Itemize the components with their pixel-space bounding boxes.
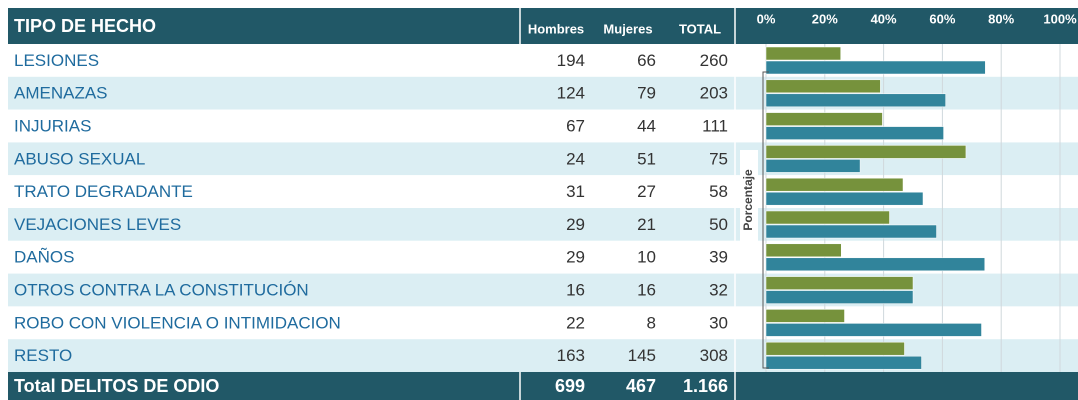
- row-cell: 58: [709, 182, 728, 201]
- row-cell: 51: [637, 149, 656, 168]
- bar: [765, 191, 924, 206]
- row-cell: 8: [647, 313, 656, 332]
- bar: [765, 79, 881, 94]
- row-cell: 260: [700, 51, 728, 70]
- bar: [765, 60, 986, 75]
- row-cell: 39: [709, 248, 728, 267]
- bar: [765, 243, 842, 258]
- axis-bracket: [762, 71, 769, 369]
- bar: [765, 257, 985, 272]
- row-cell: 16: [637, 280, 656, 299]
- total-cell: 467: [626, 376, 656, 396]
- row-label: LESIONES: [14, 51, 99, 70]
- bar: [765, 276, 914, 290]
- axis-label-bg: [740, 150, 758, 250]
- header-cell: TIPO DE HECHO: [14, 16, 156, 36]
- bar: [765, 126, 944, 140]
- row-label: OTROS CONTRA LA CONSTITUCIÓN: [14, 280, 309, 299]
- bar: [765, 290, 914, 304]
- row-label: VEJACIONES LEVES: [14, 215, 181, 234]
- bar: [765, 224, 937, 239]
- row-cell: 21: [637, 215, 656, 234]
- total-cell: 1.166: [683, 376, 728, 396]
- x-tick-label: 40%: [871, 11, 897, 26]
- bar: [765, 46, 841, 61]
- row-cell: 308: [700, 346, 728, 365]
- row-cell: 163: [557, 346, 585, 365]
- row-label: RESTO: [14, 346, 72, 365]
- row-cell: 50: [709, 215, 728, 234]
- header-cell: TOTAL: [679, 21, 721, 36]
- row-cell: 10: [637, 248, 656, 267]
- bar: [765, 210, 890, 225]
- row-cell: 16: [566, 280, 585, 299]
- row-cell: 29: [566, 248, 585, 267]
- bar: [765, 323, 982, 337]
- bar: [765, 355, 922, 370]
- row-label: TRATO DEGRADANTE: [14, 182, 193, 201]
- bar: [765, 159, 861, 173]
- bar: [765, 309, 845, 323]
- header-bg: [8, 8, 1078, 44]
- bar: [765, 145, 967, 159]
- bar: [765, 112, 883, 126]
- row-cell: 27: [637, 182, 656, 201]
- row-cell: 75: [709, 149, 728, 168]
- total-label: Total DELITOS DE ODIO: [14, 376, 219, 396]
- x-tick-label: 0%: [757, 11, 776, 26]
- row-cell: 194: [557, 51, 585, 70]
- row-cell: 32: [709, 280, 728, 299]
- row-cell: 31: [566, 182, 585, 201]
- row-cell: 24: [566, 149, 585, 168]
- row-label: ABUSO SEXUAL: [14, 149, 145, 168]
- total-bg: [8, 372, 1078, 400]
- x-tick-label: 20%: [812, 11, 838, 26]
- header-cell: Hombres: [528, 21, 584, 36]
- total-cell: 699: [555, 376, 585, 396]
- row-label: INJURIAS: [14, 116, 91, 135]
- row-cell: 124: [557, 84, 585, 103]
- row-cell: 44: [637, 116, 656, 135]
- bar: [765, 177, 904, 192]
- row-cell: 145: [628, 346, 656, 365]
- row-cell: 30: [709, 313, 728, 332]
- x-tick-label: 100%: [1043, 11, 1077, 26]
- row-cell: 79: [637, 84, 656, 103]
- row-cell: 203: [700, 84, 728, 103]
- row-cell: 67: [566, 116, 585, 135]
- row-label: AMENAZAS: [14, 84, 108, 103]
- header-cell: Mujeres: [603, 21, 652, 36]
- bar: [765, 93, 946, 108]
- row-cell: 29: [566, 215, 585, 234]
- row-cell: 66: [637, 51, 656, 70]
- bar: [765, 341, 905, 356]
- row-cell: 22: [566, 313, 585, 332]
- x-tick-label: 60%: [929, 11, 955, 26]
- axis-label: Porcentaje: [741, 169, 755, 231]
- row-cell: 111: [702, 116, 728, 135]
- row-label: ROBO CON VIOLENCIA O INTIMIDACION: [14, 313, 341, 332]
- x-tick-label: 80%: [988, 11, 1014, 26]
- row-label: DAÑOS: [14, 248, 74, 267]
